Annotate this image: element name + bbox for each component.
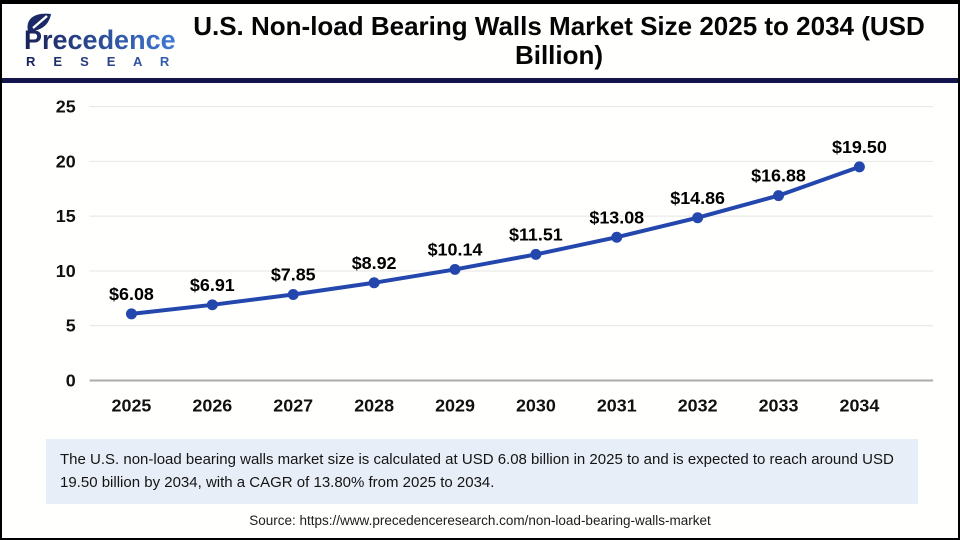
data-point [449,263,461,275]
data-point [530,248,542,260]
data-point [125,308,137,320]
x-tick-label: 2032 [678,395,718,415]
data-point [287,289,299,300]
data-point [853,161,865,173]
data-point-label: $6.91 [190,275,235,295]
data-point-label: $14.86 [670,188,725,208]
header-divider [2,78,958,83]
data-point [692,212,704,224]
x-tick-label: 2034 [839,395,879,415]
source-link[interactable]: Source: https://www.precedenceresearch.c… [249,513,711,528]
trend-line [129,164,862,316]
data-point-label: $16.88 [751,166,806,186]
y-tick-label: 25 [56,97,76,117]
y-tick-label: 20 [56,151,76,171]
data-point-label: $11.51 [509,224,563,244]
data-point [611,231,623,243]
data-point [773,190,785,202]
data-point-label: $13.08 [589,207,644,227]
data-point-label: $8.92 [352,253,397,273]
x-tick-label: 2029 [435,395,475,415]
x-tick-label: 2031 [597,395,637,415]
summary-note: The U.S. non-load bearing walls market s… [46,439,918,504]
data-point [368,277,380,289]
leaf-slash [32,15,48,29]
data-point-label: $19.50 [832,137,887,157]
header: Precedence R E S E A R C H U.S. Non-load… [2,4,958,78]
precedence-logo: Precedence R E S E A R C H [24,13,176,69]
y-tick-label: 10 [56,261,76,281]
logo-tagline: R E S E A R C H [26,54,176,69]
logo-wordmark: Precedence [24,25,176,55]
y-tick-label: 5 [66,316,76,336]
x-tick-label: 2028 [354,395,394,415]
x-tick-label: 2026 [192,395,232,415]
x-tick-label: 2030 [516,395,556,415]
x-tick-label: 2025 [112,395,152,415]
y-tick-label: 15 [56,206,76,226]
chart-area: 0 5 10 15 20 25 2025 2026 2027 2028 2029 2030 2031 20… [2,83,958,435]
data-point [206,299,218,311]
y-tick-label: 0 [66,370,76,390]
x-tick-label: 2033 [759,395,799,415]
data-point-label: $10.14 [428,239,483,259]
data-point-label: $6.08 [109,284,154,304]
data-point-label: $7.85 [271,265,316,285]
x-tick-label: 2027 [273,395,313,415]
page-title: U.S. Non-load Bearing Walls Market Size … [193,11,925,70]
